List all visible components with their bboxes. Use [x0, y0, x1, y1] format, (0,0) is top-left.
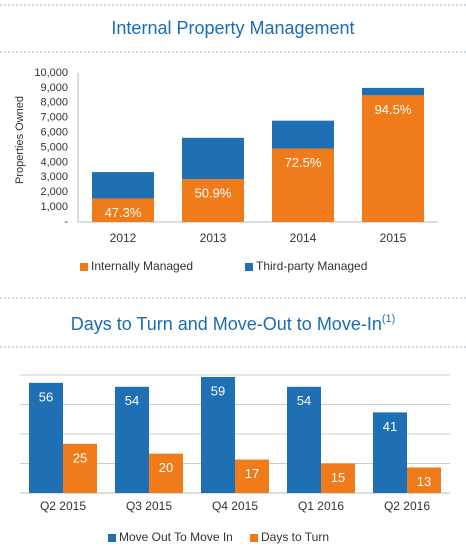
y-axis-label: Properties Owned: [14, 96, 26, 184]
bar: [182, 179, 244, 222]
bar: [63, 443, 97, 493]
bar: [362, 87, 424, 96]
bar: [235, 459, 269, 493]
bar-label: 59: [211, 383, 225, 398]
y-tick-label: 1,000: [40, 201, 68, 213]
legend-label: Third-party Managed: [256, 259, 367, 273]
chart-title: Internal Property Management: [111, 18, 354, 38]
legend-swatch: [108, 534, 116, 542]
y-tick-label: 3,000: [40, 171, 68, 183]
bar-label: 50.9%: [195, 186, 232, 201]
bar: [149, 453, 183, 493]
bar: [272, 120, 334, 149]
legend-swatch: [250, 534, 258, 542]
legend-swatch: [80, 263, 88, 271]
bar: [287, 386, 321, 493]
x-tick-label: 2013: [200, 231, 227, 245]
y-tick-label: 8,000: [40, 97, 68, 109]
chart-title: Days to Turn and Move-Out to Move-In(1): [71, 313, 396, 334]
bar-label: 94.5%: [375, 102, 412, 117]
y-tick-label: 5,000: [40, 141, 68, 153]
bar-label: 72.5%: [285, 155, 322, 170]
bar-label: 41: [383, 419, 397, 434]
y-tick-label: 4,000: [40, 156, 68, 168]
x-tick-label: Q2 2015: [40, 499, 86, 513]
bar-label: 54: [297, 393, 311, 408]
bar-label: 56: [39, 389, 53, 404]
x-tick-label: 2012: [110, 231, 137, 245]
title-text: Days to Turn and Move-Out to Move-In: [71, 314, 382, 334]
bar: [182, 137, 244, 180]
bar-label: 17: [245, 466, 259, 481]
bar-label: 20: [159, 460, 173, 475]
x-tick-label: Q4 2015: [212, 499, 258, 513]
y-tick-label: -: [64, 216, 68, 228]
legend-label: Days to Turn: [261, 530, 329, 544]
x-tick-label: Q3 2015: [126, 499, 172, 513]
bar: [115, 386, 149, 493]
bar: [272, 148, 334, 222]
y-tick-label: 10,000: [34, 67, 68, 79]
legend-swatch: [245, 263, 253, 271]
bar: [92, 172, 154, 199]
legend-label: Move Out To Move In: [119, 530, 233, 544]
bar: [362, 95, 424, 222]
bar-label: 13: [417, 474, 431, 489]
y-tick-label: 7,000: [40, 112, 68, 124]
title-note: (1): [382, 313, 395, 325]
x-tick-label: Q2 2016: [384, 499, 430, 513]
legend-label: Internally Managed: [91, 259, 193, 273]
bar: [407, 467, 441, 493]
bar: [201, 376, 235, 493]
bar: [29, 382, 63, 493]
bar-label: 25: [73, 450, 87, 465]
bar: [373, 412, 407, 493]
bar: [321, 463, 355, 493]
y-tick-label: 9,000: [40, 82, 68, 94]
x-tick-label: Q1 2016: [298, 499, 344, 513]
bar-label: 54: [125, 393, 139, 408]
y-tick-label: 6,000: [40, 127, 68, 139]
bar: [92, 198, 154, 222]
bar-label: 15: [331, 470, 345, 485]
x-tick-label: 2015: [380, 231, 407, 245]
y-tick-label: 2,000: [40, 186, 68, 198]
bar-label: 47.3%: [105, 205, 142, 220]
x-tick-label: 2014: [290, 231, 317, 245]
